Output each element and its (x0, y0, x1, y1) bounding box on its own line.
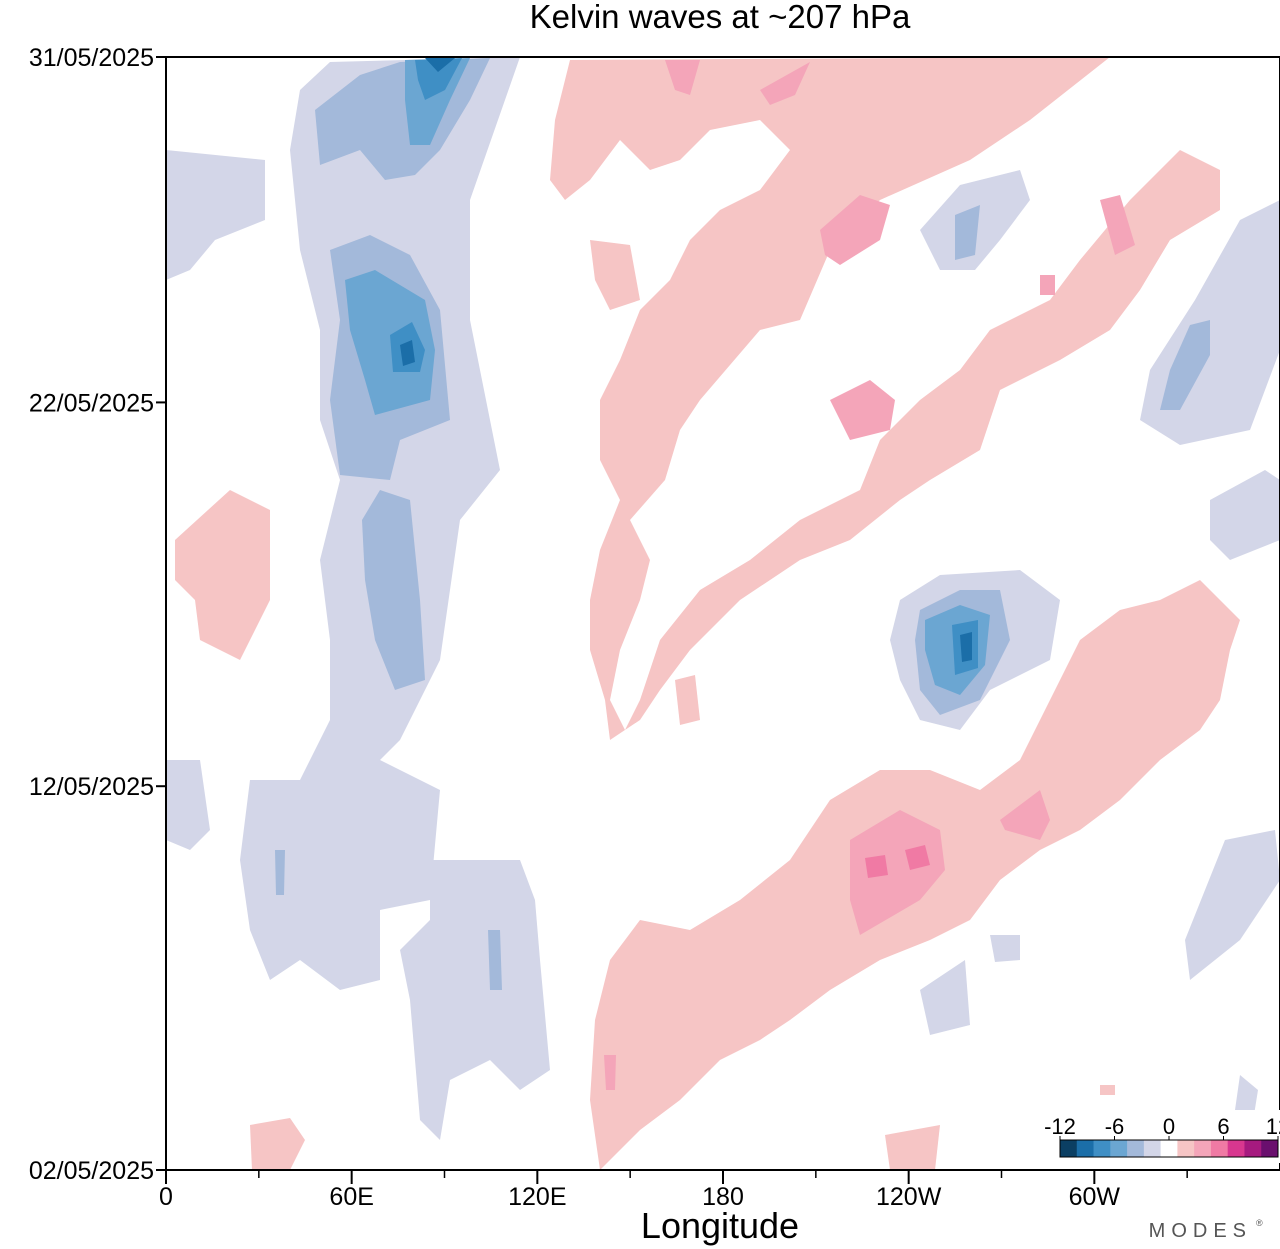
y-tick-label: 12/05/2025 (29, 773, 154, 801)
colorbar-swatch (1244, 1140, 1262, 1157)
x-tick-label: 120E (508, 1183, 566, 1211)
contour-negative-2-mid-right (990, 935, 1020, 962)
colorbar-tick-label: 6 (1217, 1114, 1229, 1139)
x-tick-label: 60E (329, 1183, 373, 1211)
colorbar-swatch (1177, 1140, 1195, 1157)
contour-negative-4-small-a (488, 930, 502, 990)
contour-negative-4-small-b (275, 850, 285, 895)
contour-positive-4-small-a (604, 1055, 616, 1090)
contour-positive-4-upper-americas (1100, 195, 1135, 255)
colorbar-swatch (1210, 1140, 1229, 1157)
colorbar-swatch (1160, 1140, 1178, 1157)
contour-negative-10-mid (400, 340, 415, 366)
contour-negative-10-upper (425, 58, 455, 72)
y-tick-label: 31/05/2025 (29, 44, 154, 72)
contour-positive-6-cell-b (905, 845, 930, 870)
contour-positive-2-bottom-mid (885, 1125, 940, 1170)
contour-negative-2-left-edge (166, 150, 265, 280)
colorbar-swatch (1143, 1140, 1162, 1157)
colorbar-swatch (1227, 1140, 1245, 1157)
contour-positive-2-bottom-left (250, 1118, 305, 1170)
y-tick-label: 22/05/2025 (29, 389, 154, 417)
colorbar-tick-label: -12 (1044, 1114, 1076, 1139)
x-tick-label: 60W (1069, 1183, 1121, 1211)
contour-negative-2-west-pacific-lower (400, 860, 550, 1140)
contour-negative-8-upper (415, 58, 462, 100)
y-tick-label: 02/05/2025 (29, 1157, 154, 1185)
contour-negative-6-mid (345, 270, 435, 415)
colorbar-swatch (1261, 1140, 1279, 1157)
contour-positive-4-central-pacific (850, 810, 945, 935)
contour-negative-10-east-pacific (960, 632, 972, 662)
modes-logo: MODES (1149, 1220, 1252, 1242)
contour-positive-4-mid-pacific (830, 380, 895, 440)
colorbar-swatch (1060, 1140, 1078, 1157)
contour-negative-4-americas-band (1160, 320, 1210, 410)
contour-negative-4-lower-band (362, 490, 425, 690)
modes-logo-registered-mark: ® (1256, 1218, 1263, 1228)
contour-positive-4-top-mid (665, 60, 700, 95)
y-axis: 31/05/2025 22/05/2025 12/05/2025 02/05/2025 (29, 44, 166, 1185)
contour-negative-2-left-lower (166, 760, 210, 850)
contour-negative-4-upper-pacific (955, 205, 980, 260)
x-tick-label: 0 (159, 1183, 173, 1211)
chart-title: Kelvin waves at ~207 hPa (530, 0, 911, 35)
colorbar-tick-label: 12 (1266, 1114, 1280, 1139)
colorbar-swatch (1127, 1140, 1145, 1157)
colorbar-swatch (1194, 1140, 1212, 1157)
contour-positive-2-mid-small (675, 675, 700, 725)
contour-negative-2-right-mid (1210, 470, 1280, 560)
contour-positive-2-right-small (1100, 1085, 1115, 1095)
contour-negative-2-right-lower (1185, 830, 1280, 980)
colorbar-swatch (1076, 1140, 1095, 1157)
x-axis: 0 60E 120E 180 120W 60W (159, 1170, 1188, 1211)
contour-positive-4-top-right (760, 62, 810, 105)
contour-negative-2-lower-right-small (920, 960, 970, 1035)
contour-positive-6-cell-a (865, 855, 888, 878)
contour-positive-2-pacific-blob (590, 240, 640, 310)
colorbar-swatch (1093, 1140, 1111, 1157)
colorbar-tick-label: 0 (1163, 1114, 1175, 1139)
contour-fills (166, 57, 1280, 1170)
contour-positive-4-east-pacific (1000, 790, 1050, 840)
colorbar-tick-label: -6 (1105, 1114, 1125, 1139)
colorbar: -12 -6 0 6 12 (1044, 1110, 1280, 1163)
x-tick-label: 180 (702, 1183, 744, 1211)
x-tick-label: 120W (876, 1183, 942, 1211)
contour-positive-2-upper-diagonal (550, 57, 1220, 740)
x-axis-label: Longitude (641, 1205, 799, 1246)
contour-positive-2-left-blob (175, 490, 270, 660)
contour-positive-4-upper-pacific (820, 195, 890, 265)
colorbar-swatch (1110, 1140, 1128, 1157)
contour-positive-4-small-b (1040, 275, 1055, 295)
